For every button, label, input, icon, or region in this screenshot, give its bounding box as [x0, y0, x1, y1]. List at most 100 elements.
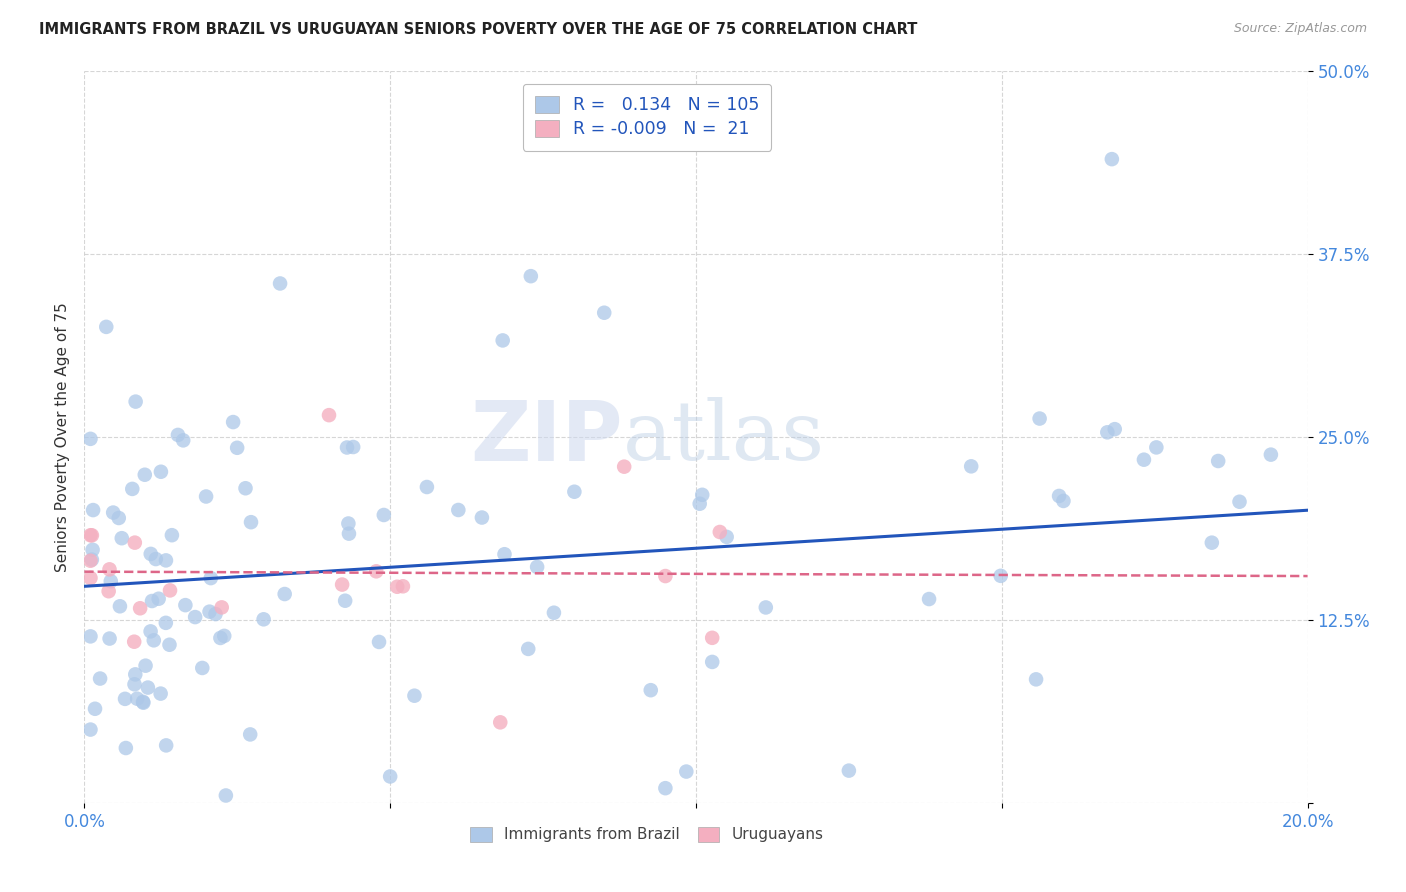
Point	[709, 524, 731, 539]
Point	[79, 629, 101, 643]
Point	[273, 587, 295, 601]
Point	[100, 574, 122, 589]
Point	[82, 503, 104, 517]
Point	[132, 696, 155, 710]
Point	[79, 528, 101, 542]
Point	[252, 612, 274, 626]
Point	[149, 465, 172, 479]
Point	[200, 571, 222, 585]
Point	[336, 441, 359, 455]
Point	[159, 638, 181, 652]
Point	[96, 319, 118, 334]
Point	[1097, 425, 1119, 440]
Point	[494, 547, 516, 561]
Point	[172, 434, 194, 448]
Point	[124, 667, 146, 681]
Point	[689, 497, 711, 511]
Point	[121, 482, 143, 496]
Point	[204, 607, 226, 621]
Point	[139, 624, 162, 639]
Point	[139, 547, 162, 561]
Point	[155, 553, 177, 567]
Point	[373, 508, 395, 522]
Point	[392, 579, 415, 593]
Point	[520, 269, 543, 284]
Point	[82, 542, 104, 557]
Point	[124, 394, 146, 409]
Point	[235, 481, 257, 495]
Point	[1133, 452, 1156, 467]
Point	[690, 488, 713, 502]
Point	[159, 583, 181, 598]
Point	[209, 631, 232, 645]
Point	[702, 655, 724, 669]
Point	[160, 528, 183, 542]
Point	[111, 531, 134, 545]
Point	[564, 484, 586, 499]
Point	[593, 306, 616, 320]
Point	[222, 415, 245, 429]
Point	[132, 695, 155, 709]
Point	[517, 641, 540, 656]
Point	[333, 593, 356, 607]
Point	[416, 480, 439, 494]
Legend: Immigrants from Brazil, Uruguayans: Immigrants from Brazil, Uruguayans	[463, 819, 831, 850]
Point	[675, 764, 697, 779]
Point	[129, 601, 152, 615]
Point	[127, 691, 149, 706]
Point	[89, 672, 111, 686]
Point	[195, 490, 218, 504]
Point	[184, 610, 207, 624]
Point	[79, 554, 101, 568]
Point	[1229, 494, 1251, 508]
Point	[990, 569, 1012, 583]
Point	[79, 723, 101, 737]
Point	[368, 635, 391, 649]
Point	[101, 506, 124, 520]
Point	[97, 584, 120, 599]
Point	[98, 562, 121, 576]
Point	[755, 600, 778, 615]
Point	[239, 727, 262, 741]
Text: atlas: atlas	[623, 397, 825, 477]
Text: IMMIGRANTS FROM BRAZIL VS URUGUAYAN SENIORS POVERTY OVER THE AGE OF 75 CORRELATI: IMMIGRANTS FROM BRAZIL VS URUGUAYAN SENI…	[39, 22, 918, 37]
Point	[115, 741, 138, 756]
Point	[654, 781, 676, 796]
Point	[342, 440, 364, 454]
Point	[124, 677, 146, 691]
Point	[198, 605, 221, 619]
Point	[1260, 448, 1282, 462]
Point	[108, 599, 131, 614]
Point	[1052, 494, 1074, 508]
Point	[380, 769, 402, 783]
Point	[212, 629, 235, 643]
Point	[471, 510, 494, 524]
Point	[1101, 152, 1123, 166]
Point	[385, 580, 408, 594]
Point	[1144, 441, 1167, 455]
Point	[98, 632, 121, 646]
Point	[526, 560, 548, 574]
Point	[80, 528, 103, 542]
Point	[1028, 411, 1050, 425]
Point	[155, 615, 177, 630]
Point	[79, 432, 101, 446]
Point	[702, 631, 724, 645]
Point	[1201, 535, 1223, 549]
Point	[654, 569, 676, 583]
Point	[148, 591, 170, 606]
Point	[404, 689, 426, 703]
Point	[613, 459, 636, 474]
Point	[211, 600, 233, 615]
Point	[145, 552, 167, 566]
Point	[337, 526, 360, 541]
Point	[107, 511, 129, 525]
Point	[366, 564, 388, 578]
Text: ZIP: ZIP	[470, 397, 623, 477]
Text: Source: ZipAtlas.com: Source: ZipAtlas.com	[1233, 22, 1367, 36]
Point	[492, 334, 515, 348]
Point	[447, 503, 470, 517]
Point	[191, 661, 214, 675]
Point	[226, 441, 249, 455]
Point	[122, 634, 145, 648]
